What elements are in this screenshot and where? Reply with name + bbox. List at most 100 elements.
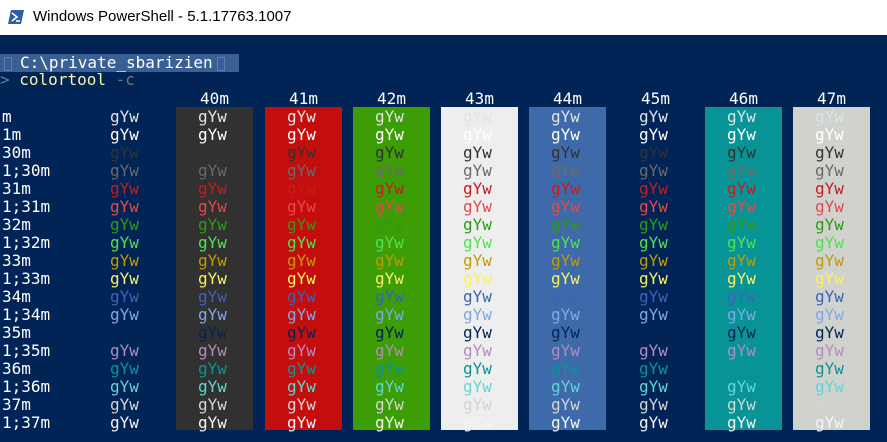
sample-cell: gYw (727, 197, 756, 216)
sample-cell: gYw (639, 269, 668, 288)
row-label: 37m (2, 395, 31, 414)
sample-cell: gYw (375, 305, 404, 324)
sample-cell: gYw (463, 341, 492, 360)
sample-cell: gYw (198, 305, 227, 324)
command-name: colortool (19, 70, 106, 89)
row-label: 34m (2, 287, 31, 306)
sample-cell: gYw (551, 377, 580, 396)
sample-cell: gYw (287, 395, 316, 414)
powershell-icon (8, 10, 24, 24)
sample-cell: gYw (287, 197, 316, 216)
sample-cell: gYw (375, 287, 404, 306)
sample-cell: gYw (815, 323, 844, 342)
sample-cell: gYw (463, 215, 492, 234)
sample-cell: gYw (375, 269, 404, 288)
sample-cell: gYw (815, 197, 844, 216)
sample-cell: gYw (198, 341, 227, 360)
sample-cell: gYw (727, 251, 756, 270)
prompt-path: C:\private_sbarizien (20, 53, 213, 72)
sample-cell: gYw (375, 107, 404, 126)
sample-cell: gYw (110, 341, 139, 360)
sample-cell: gYw (287, 251, 316, 270)
sample-cell: gYw (639, 179, 668, 198)
sample-cell: gYw (727, 233, 756, 252)
sample-cell: gYw (287, 233, 316, 252)
sample-cell: gYw (551, 287, 580, 306)
sample-cell: gYw (198, 161, 227, 180)
sample-cell: gYw (463, 161, 492, 180)
row-label: 1;36m (2, 377, 51, 396)
sample-cell: gYw (639, 143, 668, 162)
sample-cell: gYw (551, 251, 580, 270)
sample-cell: gYw (110, 287, 139, 306)
sample-cell: gYw (198, 197, 227, 216)
column-header: 44m (553, 89, 582, 108)
sample-cell: gYw (287, 143, 316, 162)
sample-cell: gYw (375, 359, 404, 378)
sample-cell: gYw (198, 377, 227, 396)
sample-cell: gYw (551, 413, 580, 432)
sample-cell: gYw (375, 143, 404, 162)
sample-cell: gYw (727, 269, 756, 288)
sample-cell: gYw (815, 341, 844, 360)
sample-cell: gYw (551, 269, 580, 288)
sample-cell: gYw (551, 323, 580, 342)
sample-cell: gYw (463, 287, 492, 306)
bg-column-42m (353, 107, 430, 430)
sample-cell: gYw (815, 215, 844, 234)
sample-cell: gYw (110, 377, 139, 396)
column-header: 43m (465, 89, 494, 108)
sample-cell: gYw (639, 251, 668, 270)
sample-cell: gYw (198, 125, 227, 144)
sample-cell: gYw (287, 323, 316, 342)
sample-cell: gYw (551, 215, 580, 234)
prompt-marker-icon (4, 56, 12, 71)
sample-cell: gYw (198, 395, 227, 414)
row-label: 32m (2, 215, 31, 234)
sample-cell: gYw (815, 377, 844, 396)
sample-cell: gYw (375, 395, 404, 414)
window-title: Windows PowerShell - 5.1.17763.1007 (33, 8, 292, 25)
sample-cell: gYw (815, 143, 844, 162)
row-label: 1;33m (2, 269, 51, 288)
sample-cell: gYw (639, 197, 668, 216)
row-label: m (2, 107, 12, 126)
sample-cell: gYw (463, 233, 492, 252)
sample-cell: gYw (639, 305, 668, 324)
sample-cell: gYw (463, 125, 492, 144)
sample-cell: gYw (463, 269, 492, 288)
sample-cell: gYw (463, 197, 492, 216)
sample-cell: gYw (639, 161, 668, 180)
column-header: 40m (200, 89, 229, 108)
sample-cell: gYw (110, 251, 139, 270)
sample-cell: gYw (463, 107, 492, 126)
sample-cell: gYw (375, 197, 404, 216)
sample-cell: gYw (375, 323, 404, 342)
sample-cell: gYw (727, 395, 756, 414)
sample-cell: gYw (815, 125, 844, 144)
sample-cell: gYw (463, 251, 492, 270)
sample-cell: gYw (815, 413, 844, 432)
sample-cell: gYw (551, 305, 580, 324)
row-label: 1;32m (2, 233, 51, 252)
sample-cell: gYw (287, 107, 316, 126)
console-area[interactable]: C:\private_sbarizien > colortool -c 40m 4… (0, 35, 887, 442)
column-header: 41m (289, 89, 318, 108)
sample-cell: gYw (551, 161, 580, 180)
sample-cell: gYw (375, 341, 404, 360)
sample-cell: gYw (287, 359, 316, 378)
sample-cell: gYw (110, 125, 139, 144)
sample-cell: gYw (815, 251, 844, 270)
row-label: 36m (2, 359, 31, 378)
sample-cell: gYw (639, 413, 668, 432)
sample-cell: gYw (198, 143, 227, 162)
bg-column-40m (176, 107, 253, 430)
sample-cell: gYw (815, 161, 844, 180)
sample-cell: gYw (463, 413, 492, 432)
bg-column-41m (265, 107, 342, 430)
sample-cell: gYw (375, 125, 404, 144)
sample-cell: gYw (551, 143, 580, 162)
sample-cell: gYw (110, 161, 139, 180)
column-header: 47m (817, 89, 846, 108)
sample-cell: gYw (287, 269, 316, 288)
